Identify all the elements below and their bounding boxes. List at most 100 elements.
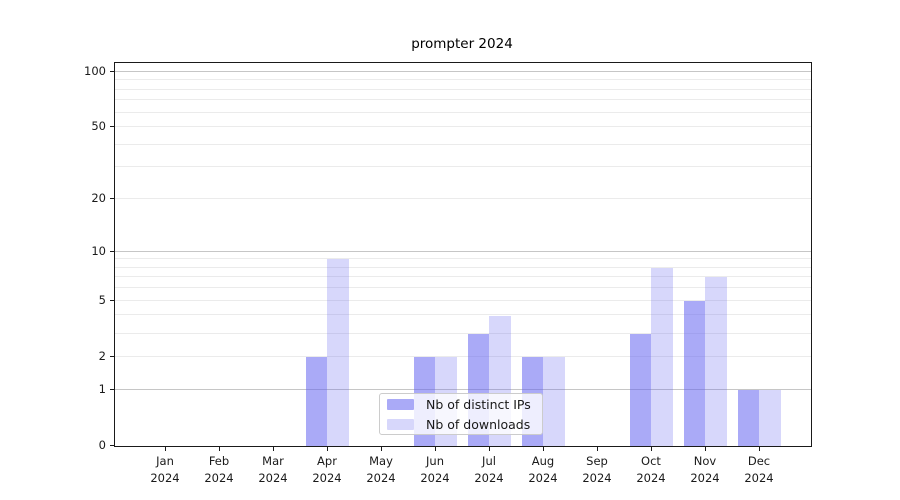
y-tick-label: 10 — [91, 244, 106, 258]
x-tick-label: Jun 2024 — [408, 453, 462, 487]
x-tick-label: Sep 2024 — [570, 453, 624, 487]
x-tick-month: Mar — [262, 454, 284, 468]
gridline-minor — [115, 112, 811, 113]
bar-distinct-ips-oct — [629, 333, 652, 446]
plot-area: 0 1 2 5 10 20 50 100 Jan 2024 Feb 2024 Mar 2024 Apr 202… — [84, 62, 812, 485]
x-tick-mark — [759, 447, 760, 451]
bar-distinct-ips-apr — [305, 356, 328, 446]
gridline-minor — [115, 144, 811, 145]
gridline-minor — [115, 198, 811, 199]
chart-title: prompter 2024 — [411, 36, 513, 52]
y-tick-label: 20 — [91, 191, 106, 205]
x-tick-mark — [651, 447, 652, 451]
x-tick-month: Feb — [208, 454, 230, 468]
gridline-minor — [115, 267, 811, 268]
x-tick-year: 2024 — [690, 471, 720, 485]
x-tick-year: 2024 — [204, 471, 234, 485]
x-tick-month: Jun — [426, 454, 444, 468]
bar-distinct-ips-dec — [737, 389, 760, 446]
bar-downloads-oct — [651, 267, 673, 446]
legend-label-downloads: Nb of downloads — [426, 416, 531, 432]
x-tick-label: Nov 2024 — [678, 453, 732, 487]
y-tick-mark — [110, 198, 114, 199]
bar-downloads-dec — [759, 389, 781, 446]
x-tick-label: Oct 2024 — [624, 453, 678, 487]
bar-distinct-ips-nov — [683, 300, 706, 446]
x-tick-label: Jan 2024 — [138, 453, 192, 487]
legend: Nb of distinct IPs Nb of downloads — [379, 393, 543, 435]
x-tick-month: Oct — [641, 454, 661, 468]
gridline-minor — [115, 314, 811, 315]
y-tick-mark — [110, 300, 114, 301]
gridline-minor — [115, 333, 811, 334]
x-tick-label: Mar 2024 — [246, 453, 300, 487]
x-tick-label: Jul 2024 — [462, 453, 516, 487]
x-tick-mark — [219, 447, 220, 451]
x-tick-mark — [327, 447, 328, 451]
legend-row-downloads: Nb of downloads — [387, 417, 542, 432]
x-tick-year: 2024 — [150, 471, 180, 485]
x-tick-label: Feb 2024 — [192, 453, 246, 487]
y-tick-label: 5 — [98, 293, 106, 307]
x-tick-month: Dec — [747, 454, 771, 468]
legend-row-distinct-ips: Nb of distinct IPs — [387, 397, 542, 412]
gridline-minor — [115, 287, 811, 288]
y-tick-mark — [110, 389, 114, 390]
gridline-major — [115, 71, 811, 72]
x-tick-year: 2024 — [366, 471, 396, 485]
x-tick-mark — [165, 447, 166, 451]
x-tick-label: May 2024 — [354, 453, 408, 487]
x-tick-month: Sep — [586, 454, 608, 468]
y-tick-mark — [110, 445, 114, 446]
x-tick-year: 2024 — [636, 471, 666, 485]
x-tick-month: Jul — [482, 454, 496, 468]
bar-downloads-nov — [705, 277, 727, 446]
legend-swatch-downloads — [387, 418, 414, 430]
legend-swatch-distinct-ips — [387, 398, 414, 410]
y-tick-mark — [110, 126, 114, 127]
x-tick-mark — [597, 447, 598, 451]
x-tick-year: 2024 — [420, 471, 450, 485]
gridline-minor — [115, 79, 811, 80]
y-tick-label: 50 — [91, 119, 106, 133]
x-tick-mark — [543, 447, 544, 451]
gridline-minor — [115, 300, 811, 301]
gridline-major — [115, 389, 811, 390]
y-tick-mark — [110, 356, 114, 357]
gridline-minor — [115, 99, 811, 100]
y-tick-mark — [110, 251, 114, 252]
gridline-minor — [115, 258, 811, 259]
gridline-minor — [115, 166, 811, 167]
x-tick-mark — [273, 447, 274, 451]
x-tick-year: 2024 — [582, 471, 612, 485]
x-tick-year: 2024 — [258, 471, 288, 485]
bar-downloads-aug — [543, 356, 565, 446]
gridline-minor — [115, 356, 811, 357]
x-tick-year: 2024 — [528, 471, 558, 485]
bar-downloads-apr — [327, 259, 349, 447]
x-tick-month: Aug — [531, 454, 555, 468]
x-tick-label: Dec 2024 — [732, 453, 786, 487]
y-tick-label: 100 — [84, 64, 106, 78]
x-tick-month: Nov — [693, 454, 717, 468]
gridline-major — [115, 251, 811, 252]
x-tick-label: Apr 2024 — [300, 453, 354, 487]
y-tick-label: 1 — [98, 382, 106, 396]
x-tick-mark — [489, 447, 490, 451]
y-tick-mark — [110, 71, 114, 72]
x-tick-year: 2024 — [474, 471, 504, 485]
x-tick-year: 2024 — [744, 471, 774, 485]
y-tick-label: 2 — [98, 349, 106, 363]
gridline-minor — [115, 89, 811, 90]
x-tick-month: May — [369, 454, 393, 468]
x-tick-month: Apr — [317, 454, 337, 468]
y-tick-label: 0 — [98, 438, 106, 452]
gridline-minor — [115, 126, 811, 127]
gridline-minor — [115, 276, 811, 277]
x-tick-year: 2024 — [312, 471, 342, 485]
x-tick-mark — [381, 447, 382, 451]
x-tick-month: Jan — [156, 454, 174, 468]
x-tick-mark — [705, 447, 706, 451]
legend-label-distinct-ips: Nb of distinct IPs — [426, 396, 531, 412]
